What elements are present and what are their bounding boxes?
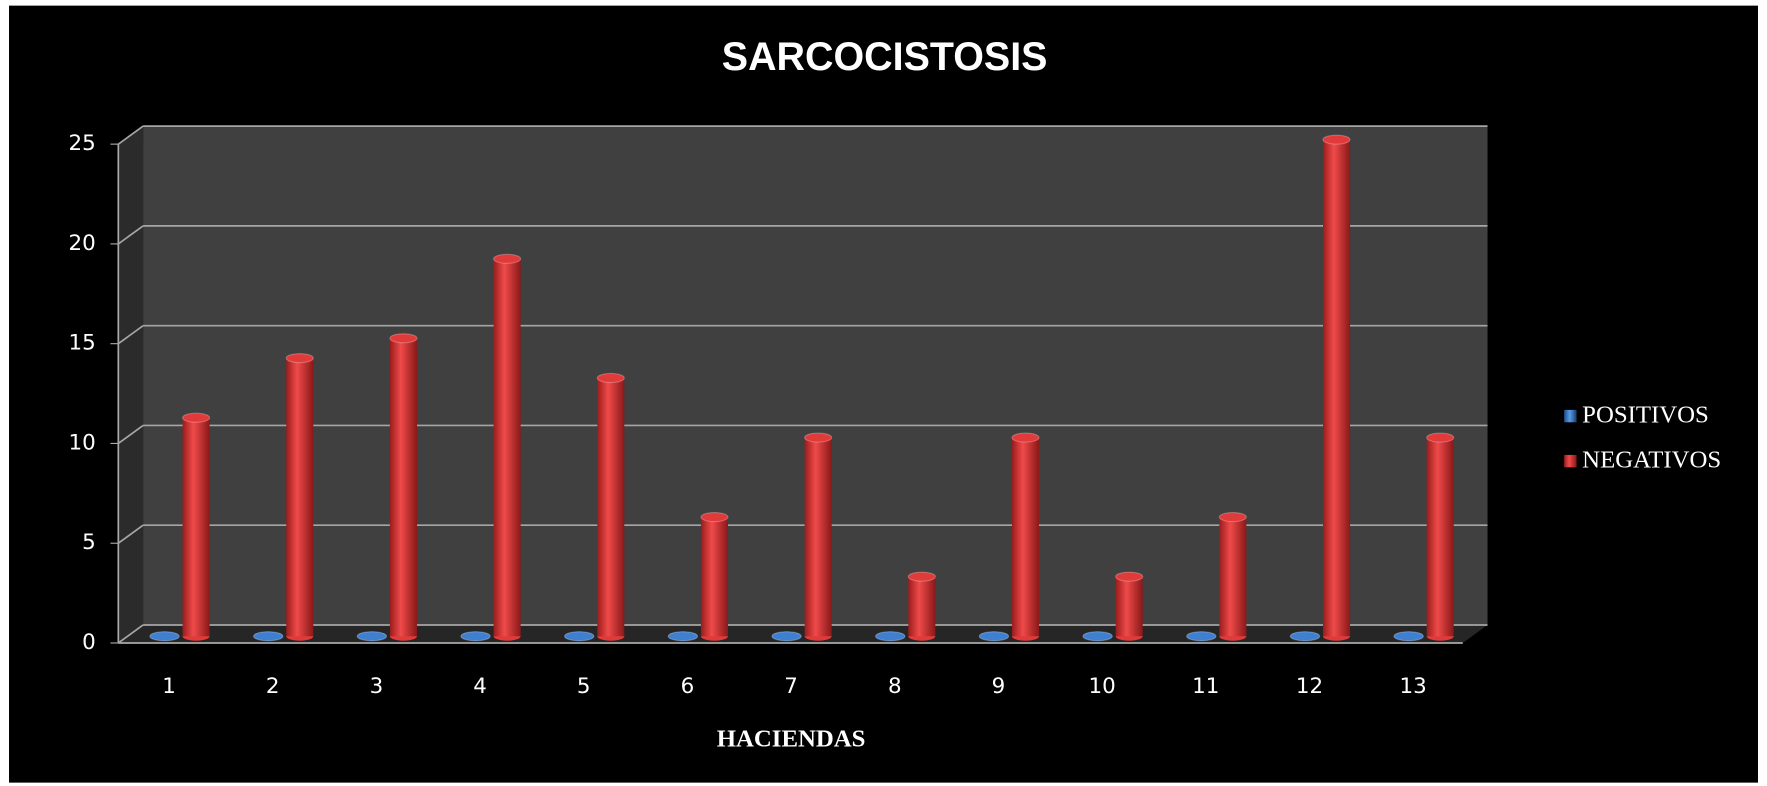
bar-top xyxy=(1011,432,1040,443)
bar-top xyxy=(1186,631,1217,642)
x-tick-label: 11 xyxy=(1192,674,1219,699)
bar xyxy=(908,576,936,637)
bar xyxy=(597,378,625,637)
bar-top xyxy=(978,631,1010,642)
bar-top xyxy=(1393,631,1424,642)
bar-top xyxy=(1289,631,1321,642)
bar-top xyxy=(1218,511,1247,523)
grid-line xyxy=(117,424,144,445)
y-tick-label: 15 xyxy=(69,331,96,356)
legend-swatch xyxy=(1564,409,1577,423)
grid-line xyxy=(117,324,144,345)
bar-top xyxy=(907,571,936,582)
grid-line xyxy=(117,125,144,145)
bar-top xyxy=(1115,571,1144,582)
x-tick-label: 10 xyxy=(1089,674,1116,699)
legend-swatch xyxy=(1564,454,1577,468)
bar-top xyxy=(1082,631,1113,642)
grid-line xyxy=(117,524,144,544)
y-tick-label: 5 xyxy=(82,530,96,555)
x-tick-label: 5 xyxy=(577,674,591,699)
x-tick-label: 6 xyxy=(681,674,695,699)
bar xyxy=(493,258,521,637)
bar-top xyxy=(356,631,388,642)
bar xyxy=(1322,139,1351,637)
bar xyxy=(1426,437,1454,637)
legend-label: NEGATIVOS xyxy=(1582,446,1721,473)
bar-top xyxy=(389,333,418,344)
x-tick-label: 2 xyxy=(266,674,280,699)
x-tick-label: 9 xyxy=(992,674,1006,699)
bar xyxy=(1011,437,1040,637)
x-axis-title: HACIENDAS xyxy=(717,726,866,753)
bar-top xyxy=(596,372,625,384)
x-tick-label: 13 xyxy=(1400,674,1427,699)
x-tick-label: 12 xyxy=(1296,674,1323,699)
legend-label: POSITIVOS xyxy=(1582,401,1709,428)
bar-top xyxy=(700,511,729,523)
y-tick-label: 20 xyxy=(69,231,96,256)
bar-top xyxy=(1322,134,1351,145)
x-tick-label: 3 xyxy=(370,674,384,699)
bar xyxy=(1219,517,1247,637)
side-wall xyxy=(118,126,144,643)
bar-top xyxy=(1426,432,1455,443)
chart-title: SARCOCISTOSIS xyxy=(722,35,1048,79)
bar xyxy=(1115,576,1143,637)
grid-line xyxy=(117,225,144,245)
bar-top xyxy=(181,412,211,423)
floor xyxy=(118,624,1488,643)
bar xyxy=(286,358,314,637)
bar-top xyxy=(149,631,180,642)
bar-top xyxy=(564,631,595,642)
x-tick-label: 7 xyxy=(784,674,798,699)
y-tick-label: 0 xyxy=(82,630,96,655)
bar-top xyxy=(460,631,491,642)
grid-line xyxy=(117,624,144,644)
x-tick-label: 8 xyxy=(888,674,902,699)
bar-top xyxy=(771,631,802,642)
y-tick-label: 10 xyxy=(69,430,96,455)
back-wall xyxy=(143,126,1488,625)
bar-top xyxy=(493,253,522,264)
bar-top xyxy=(252,631,284,642)
bar-top xyxy=(667,631,699,642)
bar xyxy=(700,517,728,637)
bar xyxy=(182,417,210,637)
bar-top xyxy=(285,353,314,364)
x-tick-label: 4 xyxy=(473,674,487,699)
x-tick-label: 1 xyxy=(162,674,176,699)
y-tick-label: 25 xyxy=(69,131,96,156)
bar xyxy=(389,338,417,637)
bar-top xyxy=(875,631,906,642)
bar xyxy=(804,437,832,637)
bar-top xyxy=(804,432,833,443)
